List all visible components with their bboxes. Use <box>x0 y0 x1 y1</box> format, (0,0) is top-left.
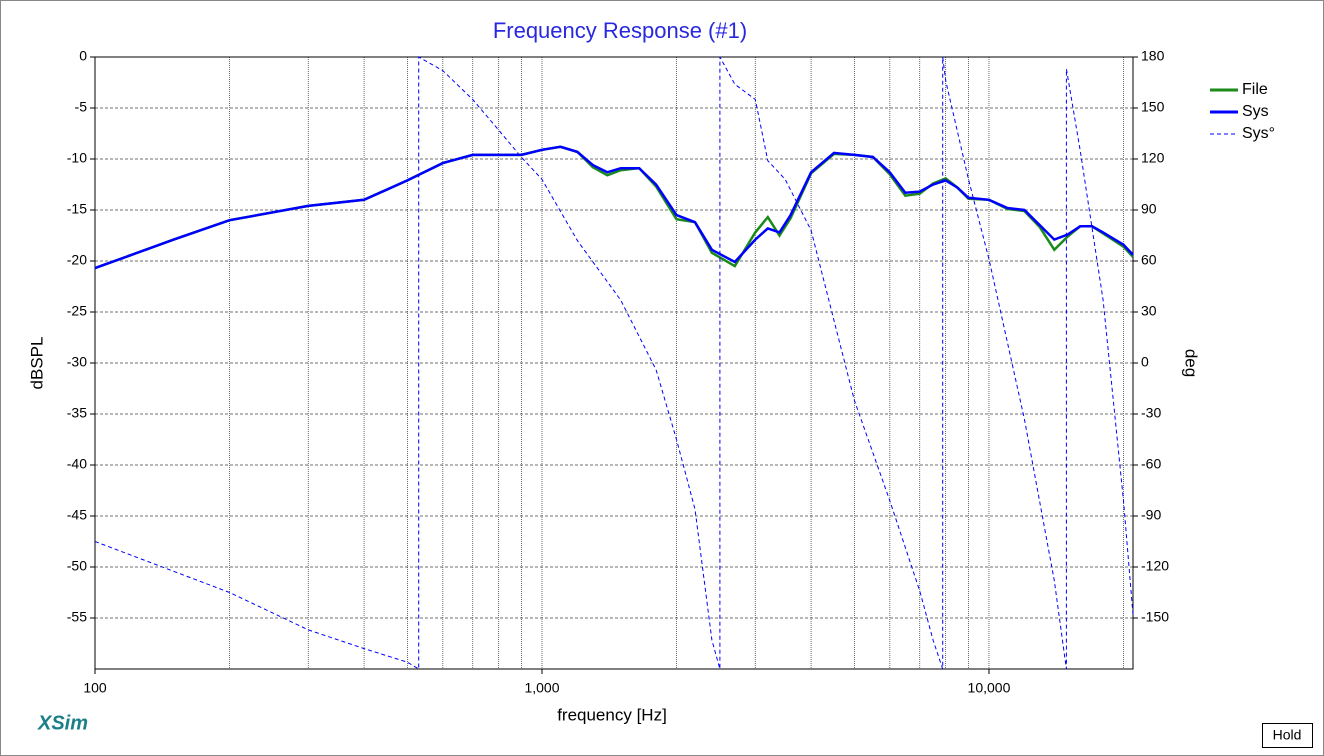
y2-tick-label: 180 <box>1141 48 1165 64</box>
button-frame[interactable] <box>1262 723 1313 748</box>
y2-tick-label: -30 <box>1141 405 1161 421</box>
x-tick-label: 100 <box>83 680 107 696</box>
hold-button[interactable]: Hold <box>1262 723 1313 748</box>
y2-tick-label: -60 <box>1141 456 1161 472</box>
y-tick-label: 0 <box>79 48 87 64</box>
y-tick-label: -50 <box>67 558 87 574</box>
y-tick-label: -20 <box>67 252 87 268</box>
y-tick-label: -35 <box>67 405 87 421</box>
y2-tick-label: 90 <box>1141 201 1157 217</box>
series-line <box>94 145 1134 270</box>
y2-tick-label: 120 <box>1141 150 1165 166</box>
x-tick-label: 10,000 <box>968 680 1011 696</box>
y-tick-label: -55 <box>67 609 87 625</box>
y2-tick-label: 150 <box>1141 99 1165 115</box>
y-tick-label: -15 <box>67 201 87 217</box>
y-tick-label: -45 <box>67 507 87 523</box>
y2-tick-label: -90 <box>1141 507 1161 523</box>
x-axis-label: frequency [Hz] <box>557 705 667 724</box>
y2-axis-label: deg <box>1182 349 1201 377</box>
x-tick-label: 1,000 <box>524 680 559 696</box>
legend-label: Sys <box>1242 103 1269 120</box>
y2-tick-label: 0 <box>1141 354 1149 370</box>
button-label[interactable]: Hold <box>1273 727 1302 743</box>
legend-label: File <box>1242 81 1268 98</box>
y-tick-label: -25 <box>67 303 87 319</box>
y2-tick-label: -120 <box>1141 558 1169 574</box>
y-tick-label: -30 <box>67 354 87 370</box>
brand: XSim <box>37 712 88 734</box>
y-tick-label: -5 <box>75 99 88 115</box>
y-axis-label: dBSPL <box>27 337 46 390</box>
y2-tick-label: 30 <box>1141 303 1157 319</box>
y-tick-label: -40 <box>67 456 87 472</box>
y2-tick-label: 60 <box>1141 252 1157 268</box>
legend-label: Sys° <box>1242 125 1275 142</box>
y-tick-label: -10 <box>67 150 87 166</box>
chart-title: Frequency Response (#1) <box>493 18 747 43</box>
series-line <box>94 56 1134 670</box>
y2-tick-label: -150 <box>1141 609 1169 625</box>
